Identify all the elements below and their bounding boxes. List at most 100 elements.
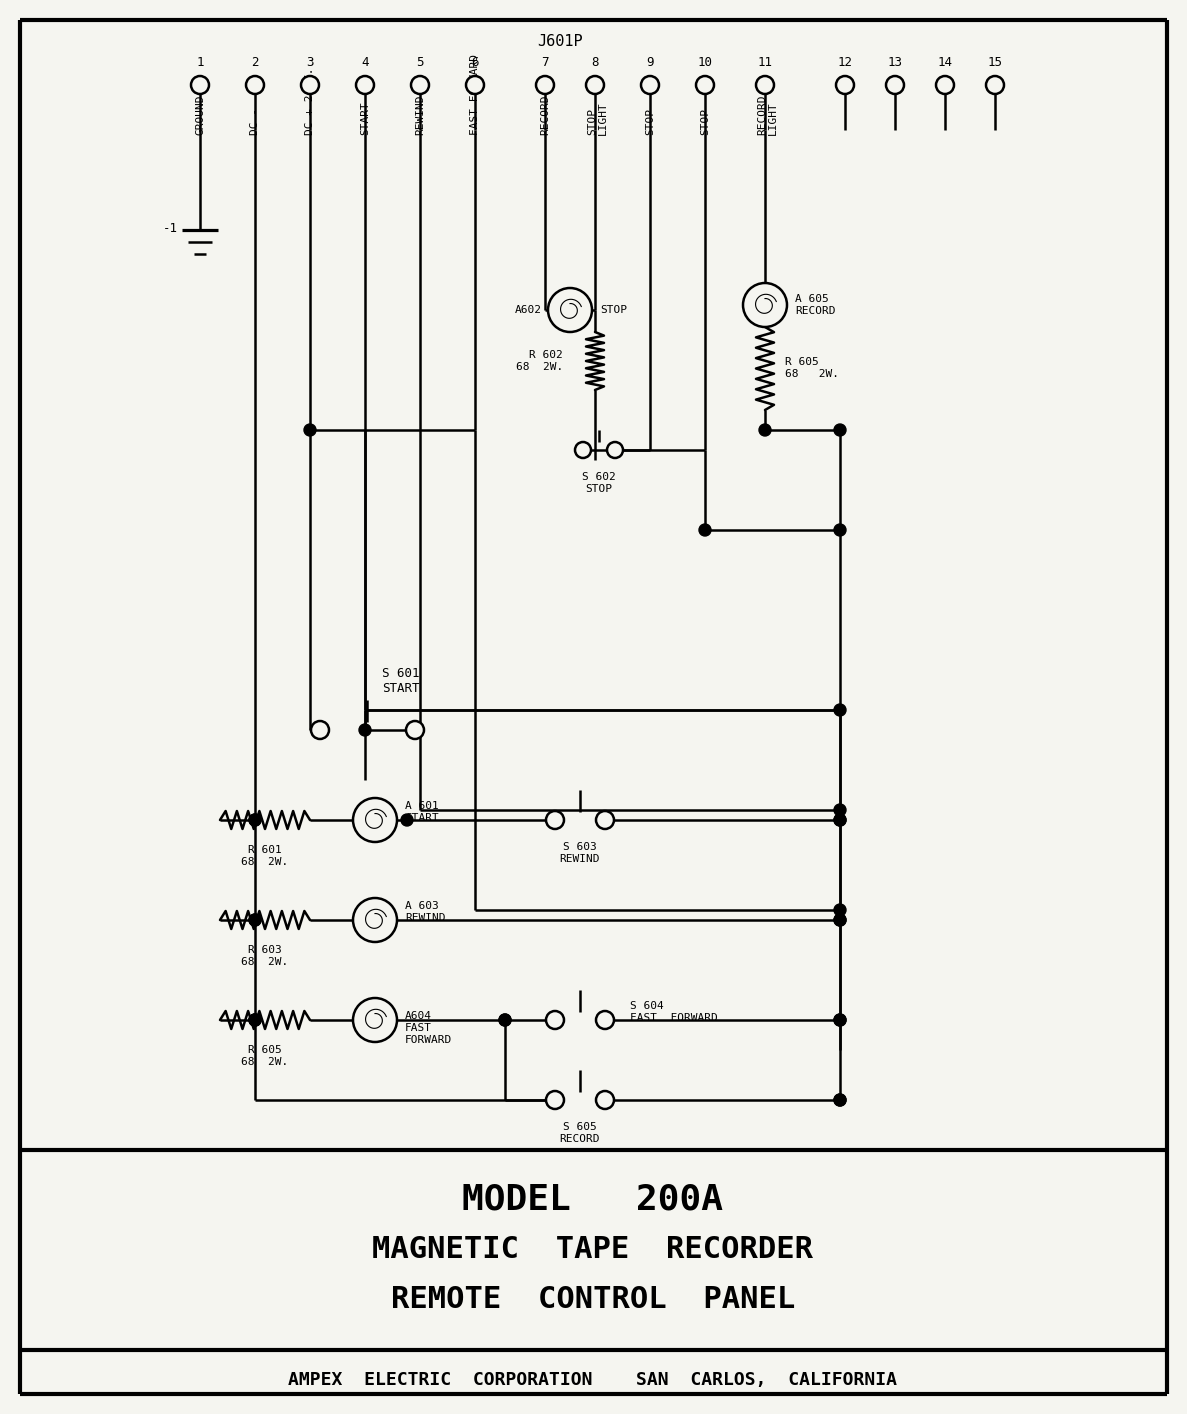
Text: A 605
RECORD: A 605 RECORD: [795, 294, 836, 315]
Circle shape: [406, 721, 424, 740]
Text: FAST FORWARD: FAST FORWARD: [470, 54, 480, 134]
Circle shape: [834, 424, 846, 436]
Circle shape: [249, 1014, 261, 1027]
Text: A604
FAST
FORWARD: A604 FAST FORWARD: [405, 1011, 452, 1045]
Circle shape: [353, 797, 396, 841]
Text: 1: 1: [196, 55, 204, 68]
Circle shape: [401, 814, 413, 826]
Text: 14: 14: [938, 55, 952, 68]
Circle shape: [699, 525, 711, 536]
Text: 9: 9: [646, 55, 654, 68]
Circle shape: [696, 76, 715, 93]
Circle shape: [834, 1094, 846, 1106]
Text: STOP: STOP: [599, 305, 627, 315]
Text: RECORD: RECORD: [540, 95, 550, 134]
Circle shape: [834, 814, 846, 826]
Circle shape: [356, 76, 374, 93]
Circle shape: [249, 913, 261, 926]
Text: R 602
68  2W.: R 602 68 2W.: [515, 351, 563, 372]
Text: 2: 2: [252, 55, 259, 68]
Text: GROUND: GROUND: [195, 95, 205, 134]
Circle shape: [937, 76, 954, 93]
Text: 5: 5: [417, 55, 424, 68]
Text: STOP: STOP: [645, 107, 655, 134]
Text: R 603
68  2W.: R 603 68 2W.: [241, 945, 288, 967]
Circle shape: [353, 898, 396, 942]
Circle shape: [546, 812, 564, 829]
Circle shape: [249, 814, 261, 826]
Text: A602: A602: [515, 305, 542, 315]
Text: S 601
START: S 601 START: [382, 667, 419, 696]
Text: DC + 24 V.: DC + 24 V.: [305, 68, 315, 134]
Circle shape: [834, 913, 846, 926]
Text: 13: 13: [888, 55, 902, 68]
Text: DC -: DC -: [250, 107, 260, 134]
Circle shape: [743, 283, 787, 327]
Circle shape: [886, 76, 904, 93]
Text: R 601
68  2W.: R 601 68 2W.: [241, 846, 288, 867]
Circle shape: [834, 1094, 846, 1106]
Circle shape: [499, 1014, 510, 1027]
Circle shape: [834, 904, 846, 916]
Circle shape: [546, 1011, 564, 1029]
Text: RECORD: RECORD: [757, 95, 767, 134]
Text: REMOTE  CONTROL  PANEL: REMOTE CONTROL PANEL: [391, 1285, 795, 1315]
Circle shape: [596, 1011, 614, 1029]
Text: 8: 8: [591, 55, 598, 68]
Text: 7: 7: [541, 55, 548, 68]
Circle shape: [596, 1092, 614, 1109]
Circle shape: [641, 76, 659, 93]
Text: START: START: [360, 102, 370, 134]
Circle shape: [834, 1014, 846, 1027]
Circle shape: [249, 814, 261, 826]
Circle shape: [249, 1014, 261, 1027]
Text: J601P: J601P: [538, 34, 583, 49]
Circle shape: [249, 913, 261, 926]
Text: STOP: STOP: [700, 107, 710, 134]
Circle shape: [607, 443, 623, 458]
Circle shape: [834, 814, 846, 826]
Text: -1: -1: [163, 222, 178, 235]
Circle shape: [466, 76, 484, 93]
Text: LIGHT: LIGHT: [598, 102, 608, 134]
Circle shape: [834, 805, 846, 816]
Text: 10: 10: [698, 55, 712, 68]
Circle shape: [834, 913, 846, 926]
Text: 4: 4: [361, 55, 369, 68]
Circle shape: [836, 76, 853, 93]
Circle shape: [537, 76, 554, 93]
Circle shape: [304, 424, 316, 436]
Circle shape: [353, 998, 396, 1042]
Text: S 605
RECORD: S 605 RECORD: [560, 1121, 601, 1144]
Text: R 605
68   2W.: R 605 68 2W.: [785, 358, 839, 379]
Text: A 603
REWIND: A 603 REWIND: [405, 901, 445, 923]
Text: 3: 3: [306, 55, 313, 68]
Text: S 602
STOP: S 602 STOP: [582, 472, 616, 493]
Circle shape: [301, 76, 319, 93]
Circle shape: [586, 76, 604, 93]
Circle shape: [499, 1014, 510, 1027]
Text: 6: 6: [471, 55, 478, 68]
Circle shape: [834, 1014, 846, 1027]
Circle shape: [546, 1092, 564, 1109]
Text: REWIND: REWIND: [415, 95, 425, 134]
Text: MAGNETIC  TAPE  RECORDER: MAGNETIC TAPE RECORDER: [373, 1236, 813, 1264]
Text: S 603
REWIND: S 603 REWIND: [560, 841, 601, 864]
Text: LIGHT: LIGHT: [768, 102, 777, 134]
Circle shape: [411, 76, 429, 93]
Circle shape: [191, 76, 209, 93]
Circle shape: [249, 1014, 261, 1027]
Text: MODEL   200A: MODEL 200A: [463, 1184, 724, 1217]
Text: A 601
START: A 601 START: [405, 802, 439, 823]
Text: 12: 12: [838, 55, 852, 68]
Text: R 605
68  2W.: R 605 68 2W.: [241, 1045, 288, 1066]
Circle shape: [834, 704, 846, 715]
Text: S 604
FAST  FORWARD: S 604 FAST FORWARD: [630, 1001, 718, 1022]
Circle shape: [596, 812, 614, 829]
Text: AMPEX  ELECTRIC  CORPORATION    SAN  CARLOS,  CALIFORNIA: AMPEX ELECTRIC CORPORATION SAN CARLOS, C…: [288, 1372, 897, 1389]
Circle shape: [758, 424, 772, 436]
Circle shape: [834, 525, 846, 536]
Circle shape: [986, 76, 1004, 93]
Circle shape: [358, 724, 372, 737]
Text: 15: 15: [988, 55, 1003, 68]
